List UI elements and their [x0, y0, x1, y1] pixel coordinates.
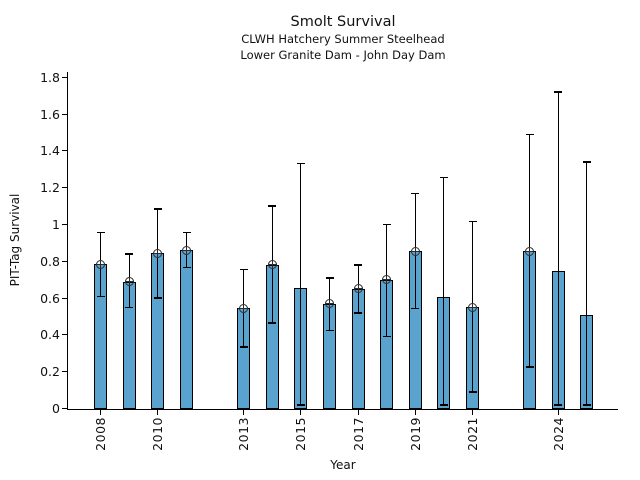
errorbar-cap-lower-2020 — [439, 404, 448, 406]
y-tick-label-0.8: 0.8 — [40, 253, 60, 269]
errorbar-cap-upper-2018 — [382, 223, 391, 226]
x-tick-2021 — [471, 409, 474, 415]
x-tick-2010 — [157, 409, 159, 415]
y-tick-label-1: 1 — [52, 217, 60, 232]
x-tick-2024 — [557, 409, 559, 415]
chart-title: Smolt Survival — [290, 14, 396, 30]
errorbar-cap-upper-2009 — [125, 253, 134, 255]
y-tick-label-0.4: 0.4 — [40, 327, 60, 343]
errorbar-cap-lower-2014 — [268, 322, 277, 324]
errorbar-cap-upper-2014 — [268, 205, 277, 207]
y-tick-label-1.4: 1.4 — [40, 143, 60, 159]
x-tick-label-2019: 2019 — [407, 417, 423, 451]
errorbar-cap-upper-2010 — [153, 208, 162, 210]
errorbar-cap-upper-2025 — [582, 161, 591, 163]
x-tick-label-2021: 2021 — [465, 417, 480, 451]
errorbar-cap-lower-2023 — [525, 366, 534, 368]
errorbar-cap-upper-2016 — [325, 277, 334, 279]
x-tick-2019 — [414, 409, 416, 415]
x-tick-label-2010: 2010 — [150, 417, 166, 451]
marker-2021 — [468, 302, 477, 312]
errorbar-cap-upper-2008 — [96, 232, 105, 234]
errorbar-cap-upper-2011 — [182, 232, 191, 234]
chart-subtitle-line2: Lower Granite Dam - John Day Dam — [240, 47, 446, 62]
marker-2023 — [525, 246, 535, 256]
marker-2019 — [410, 246, 420, 256]
y-tick-1.8 — [61, 76, 67, 78]
x-tick-label-2017: 2017 — [350, 417, 366, 451]
errorbar-cap-lower-2010 — [153, 297, 162, 299]
x-tick-label-2015: 2015 — [293, 417, 309, 451]
bar-2011 — [180, 250, 193, 410]
y-tick-1.4 — [61, 150, 67, 152]
errorbar-cap-lower-2016 — [325, 329, 334, 331]
x-tick-label-2013: 2013 — [236, 417, 252, 451]
x-axis-label: Year — [330, 458, 356, 472]
errorbar-cap-lower-2024 — [554, 404, 563, 406]
x-tick-2017 — [357, 409, 359, 415]
y-axis-spine — [66, 72, 68, 410]
marker-2011 — [182, 245, 191, 255]
y-tick-label-0.6: 0.6 — [40, 290, 60, 306]
errorbar-2024 — [557, 92, 559, 405]
errorbar-cap-lower-2009 — [125, 306, 134, 308]
y-axis-label: PIT-Tag Survival — [8, 193, 22, 287]
errorbar-cap-lower-2011 — [182, 267, 191, 269]
errorbar-cap-lower-2018 — [382, 336, 391, 338]
x-tick-label-2024: 2024 — [550, 417, 566, 451]
errorbar-cap-upper-2017 — [354, 264, 363, 266]
errorbar-cap-lower-2015 — [296, 404, 305, 406]
marker-2010 — [153, 248, 163, 258]
errorbar-cap-upper-2015 — [296, 163, 305, 165]
errorbar-cap-lower-2019 — [411, 307, 420, 309]
errorbar-2025 — [586, 161, 588, 405]
y-tick-1.6 — [61, 113, 67, 115]
marker-2008 — [96, 259, 106, 269]
y-tick-label-0: 0 — [52, 401, 60, 416]
y-tick-label-0.2: 0.2 — [40, 364, 60, 380]
errorbar-cap-upper-2021 — [468, 221, 477, 223]
y-tick-0.4 — [61, 334, 67, 336]
marker-2013 — [239, 303, 249, 313]
x-tick-2013 — [243, 409, 245, 415]
errorbar-cap-upper-2023 — [525, 133, 534, 136]
chart-subtitle-line1: CLWH Hatchery Summer Steelhead — [241, 32, 445, 46]
errorbar-cap-lower-2025 — [582, 404, 591, 406]
errorbar-cap-lower-2008 — [96, 295, 105, 297]
marker-2016 — [325, 299, 334, 309]
y-tick-0.6 — [61, 297, 67, 299]
y-tick-0.8 — [61, 260, 67, 262]
y-tick-label-1.6: 1.6 — [40, 106, 60, 122]
x-tick-2008 — [100, 409, 102, 415]
errorbar-2020 — [443, 177, 445, 405]
errorbar-cap-lower-2013 — [239, 346, 248, 348]
x-tick-2015 — [300, 409, 302, 415]
y-tick-1 — [61, 223, 67, 226]
errorbar-cap-lower-2017 — [354, 312, 363, 314]
y-tick-label-1.2: 1.2 — [40, 180, 60, 196]
x-tick-label-2008: 2008 — [93, 417, 109, 451]
x-axis-spine — [66, 408, 618, 410]
errorbar-cap-upper-2020 — [439, 176, 448, 179]
marker-2014 — [267, 260, 277, 270]
y-tick-0 — [61, 407, 67, 410]
y-tick-label-1.8: 1.8 — [40, 69, 60, 85]
errorbar-cap-upper-2013 — [239, 268, 248, 271]
y-tick-1.2 — [61, 187, 67, 189]
y-tick-0.2 — [61, 371, 67, 373]
chart-header: Smolt Survival CLWH Hatchery Summer Stee… — [68, 13, 618, 63]
marker-2017 — [353, 284, 363, 294]
errorbar-cap-upper-2019 — [411, 192, 420, 194]
errorbar-2015 — [300, 163, 302, 405]
errorbar-cap-lower-2021 — [468, 391, 477, 393]
marker-2018 — [382, 275, 392, 285]
errorbar-cap-upper-2024 — [554, 91, 563, 93]
marker-2009 — [124, 277, 134, 287]
